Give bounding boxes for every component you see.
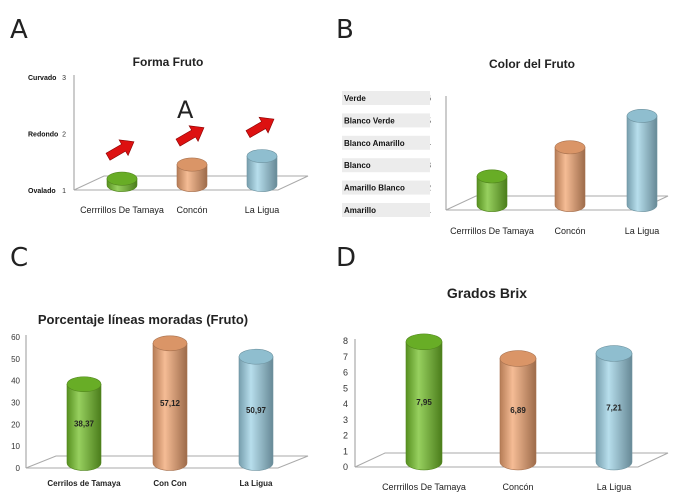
chart-panel-d: D Grados Brix 0 1 2 3 4 5 6 7 8 7,95 Cerrrillos De T… bbox=[336, 243, 669, 492]
category-label-bg bbox=[342, 135, 430, 150]
chart-title: Color del Fruto bbox=[489, 57, 575, 71]
bar-3 bbox=[626, 109, 658, 212]
y-tick-label: 20 bbox=[11, 420, 20, 429]
category-label: La Ligua bbox=[245, 205, 280, 215]
category-label: Cerrrillos De Tamaya bbox=[80, 205, 164, 215]
category-label-bg bbox=[342, 91, 430, 105]
data-label: 6,89 bbox=[510, 406, 526, 415]
bar-1 bbox=[405, 333, 443, 471]
y-category-label: Blanco bbox=[344, 161, 371, 170]
category-label-bg bbox=[342, 113, 430, 128]
panel-letter: C bbox=[10, 243, 28, 273]
y-tick-label: 1 bbox=[62, 188, 66, 195]
chart-panel-a: A Forma Fruto 1 Ovalado 2 Redondo 3 Curvado Cerr… bbox=[10, 15, 309, 215]
data-label: 38,37 bbox=[74, 420, 95, 429]
y-tick-label: 1 bbox=[343, 446, 348, 456]
panel-letter: A bbox=[10, 15, 28, 45]
data-label: 57,12 bbox=[160, 399, 181, 408]
category-label: Concón bbox=[554, 226, 585, 236]
bar-1 bbox=[106, 171, 138, 192]
red-arrow bbox=[245, 116, 275, 138]
category-label: La Ligua bbox=[240, 479, 273, 488]
panel-letter: B bbox=[336, 15, 354, 45]
y-tick-label: 0 bbox=[16, 464, 21, 473]
red-arrow bbox=[105, 139, 135, 161]
y-tick-label: 4 bbox=[343, 399, 348, 409]
y-category-label: Blanco Verde bbox=[344, 116, 395, 125]
bar-2 bbox=[152, 335, 188, 471]
y-category-label: Verde bbox=[344, 94, 366, 103]
data-label: 7,21 bbox=[606, 404, 622, 413]
category-label-bg bbox=[342, 180, 430, 195]
bar-2 bbox=[554, 140, 586, 212]
category-label: Cerrrillos De Tamaya bbox=[450, 226, 534, 236]
y-tick-label: 2 bbox=[62, 132, 66, 139]
bar-3 bbox=[595, 345, 633, 471]
y-tick-label: 8 bbox=[343, 336, 348, 346]
category-label: Concón bbox=[176, 205, 207, 215]
y-tick-label: 2 bbox=[343, 431, 348, 441]
y-category-label: Amarillo Blanco bbox=[344, 184, 405, 193]
category-label: La Ligua bbox=[625, 226, 660, 236]
category-label-bg bbox=[342, 158, 430, 173]
chart-panel-c: C Porcentaje líneas moradas (Fruto) 0 10 20 3… bbox=[10, 243, 309, 488]
y-tick-label: 5 bbox=[343, 383, 348, 393]
chart-title: Forma Fruto bbox=[133, 55, 204, 69]
category-label: Cerrrillos De Tamaya bbox=[382, 482, 466, 492]
bar-1 bbox=[476, 169, 508, 212]
chart-title: Grados Brix bbox=[447, 285, 527, 301]
y-tick-label: 30 bbox=[11, 399, 20, 408]
y-tick-label: 0 bbox=[343, 462, 348, 472]
y-category-label: Curvado bbox=[28, 75, 56, 82]
bar-2 bbox=[176, 157, 208, 192]
y-tick-label: 40 bbox=[11, 377, 20, 386]
data-label: 7,95 bbox=[416, 398, 432, 407]
y-tick-label: 50 bbox=[11, 355, 20, 364]
category-label-bg bbox=[342, 203, 430, 217]
y-category-label: Ovalado bbox=[28, 188, 56, 195]
bar-1 bbox=[66, 376, 102, 471]
category-label: Cerrilos de Tamaya bbox=[47, 479, 121, 488]
y-tick-label: 3 bbox=[62, 75, 66, 82]
bar-2 bbox=[499, 350, 537, 471]
panel-letter: D bbox=[336, 243, 356, 273]
y-tick-label: 10 bbox=[11, 442, 20, 451]
y-category-label: Blanco Amarillo bbox=[344, 139, 405, 148]
annotation-letter: A bbox=[177, 96, 194, 124]
y-tick-label: 60 bbox=[11, 333, 20, 342]
chart-title: Porcentaje líneas moradas (Fruto) bbox=[38, 312, 248, 327]
y-category-label: Amarillo bbox=[344, 206, 376, 215]
y-tick-label: 7 bbox=[343, 352, 348, 362]
bar-3 bbox=[238, 348, 274, 471]
bar-3 bbox=[246, 149, 278, 192]
category-label: Concón bbox=[502, 482, 533, 492]
category-label: Con Con bbox=[153, 479, 186, 488]
y-tick-label: 6 bbox=[343, 368, 348, 378]
data-label: 50,97 bbox=[246, 406, 267, 415]
category-label: La Ligua bbox=[597, 482, 632, 492]
red-arrow bbox=[175, 125, 205, 147]
y-tick-label: 3 bbox=[343, 415, 348, 425]
y-category-label: Redondo bbox=[28, 132, 58, 139]
